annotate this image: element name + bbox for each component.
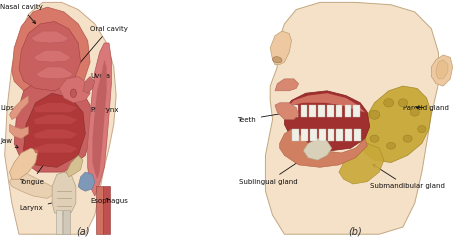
Text: Jaw: Jaw	[0, 138, 18, 148]
PathPatch shape	[14, 79, 92, 172]
PathPatch shape	[292, 129, 299, 141]
PathPatch shape	[5, 2, 116, 234]
Ellipse shape	[384, 99, 393, 107]
PathPatch shape	[318, 105, 325, 117]
Text: Submandibular gland: Submandibular gland	[370, 164, 445, 190]
PathPatch shape	[270, 31, 292, 65]
PathPatch shape	[328, 129, 334, 141]
Text: Lips: Lips	[0, 104, 14, 114]
Text: Nasal cavity: Nasal cavity	[0, 4, 43, 23]
PathPatch shape	[310, 105, 316, 117]
Ellipse shape	[273, 57, 282, 63]
Text: (a): (a)	[76, 227, 90, 237]
PathPatch shape	[92, 60, 107, 179]
PathPatch shape	[337, 129, 343, 141]
Ellipse shape	[403, 135, 412, 142]
Ellipse shape	[370, 135, 379, 142]
Text: Uvula: Uvula	[77, 73, 110, 91]
PathPatch shape	[78, 172, 95, 191]
PathPatch shape	[96, 186, 103, 234]
Ellipse shape	[418, 125, 426, 133]
PathPatch shape	[103, 186, 110, 234]
Text: Oral cavity: Oral cavity	[69, 26, 128, 76]
Text: Esophagus: Esophagus	[90, 198, 128, 204]
PathPatch shape	[9, 124, 28, 139]
PathPatch shape	[36, 67, 73, 79]
PathPatch shape	[83, 76, 95, 93]
PathPatch shape	[52, 172, 76, 215]
PathPatch shape	[88, 43, 111, 196]
Text: Teeth: Teeth	[237, 110, 300, 123]
Text: Larynx: Larynx	[19, 201, 58, 211]
PathPatch shape	[265, 2, 438, 234]
PathPatch shape	[431, 55, 453, 86]
PathPatch shape	[12, 7, 90, 98]
Text: Pharynx: Pharynx	[90, 107, 118, 113]
PathPatch shape	[336, 105, 342, 117]
Ellipse shape	[387, 142, 395, 149]
PathPatch shape	[436, 60, 448, 79]
PathPatch shape	[31, 31, 69, 43]
PathPatch shape	[9, 172, 55, 198]
PathPatch shape	[345, 105, 351, 117]
PathPatch shape	[59, 76, 90, 103]
PathPatch shape	[19, 22, 81, 91]
PathPatch shape	[339, 143, 384, 184]
PathPatch shape	[280, 129, 367, 167]
PathPatch shape	[353, 105, 360, 117]
PathPatch shape	[319, 129, 326, 141]
PathPatch shape	[301, 129, 308, 141]
PathPatch shape	[354, 129, 361, 141]
PathPatch shape	[275, 103, 299, 120]
PathPatch shape	[66, 155, 83, 177]
PathPatch shape	[275, 79, 299, 91]
PathPatch shape	[345, 129, 352, 141]
Text: Sublingual gland: Sublingual gland	[239, 153, 312, 185]
PathPatch shape	[303, 139, 332, 160]
PathPatch shape	[56, 210, 62, 234]
Ellipse shape	[71, 89, 76, 98]
Ellipse shape	[410, 109, 419, 116]
PathPatch shape	[33, 103, 78, 112]
Text: Tongue: Tongue	[19, 156, 50, 185]
PathPatch shape	[33, 50, 71, 62]
PathPatch shape	[33, 143, 78, 153]
PathPatch shape	[327, 105, 334, 117]
PathPatch shape	[24, 93, 85, 167]
PathPatch shape	[292, 105, 299, 117]
Text: (b): (b)	[348, 227, 363, 237]
PathPatch shape	[301, 105, 307, 117]
PathPatch shape	[9, 148, 38, 179]
PathPatch shape	[284, 91, 370, 151]
PathPatch shape	[9, 96, 28, 120]
Ellipse shape	[398, 99, 408, 107]
PathPatch shape	[310, 129, 317, 141]
PathPatch shape	[360, 86, 431, 163]
PathPatch shape	[33, 129, 78, 139]
PathPatch shape	[289, 93, 365, 112]
PathPatch shape	[33, 115, 78, 124]
Ellipse shape	[369, 110, 380, 119]
Text: Parotid gland: Parotid gland	[403, 104, 449, 111]
PathPatch shape	[63, 210, 70, 234]
